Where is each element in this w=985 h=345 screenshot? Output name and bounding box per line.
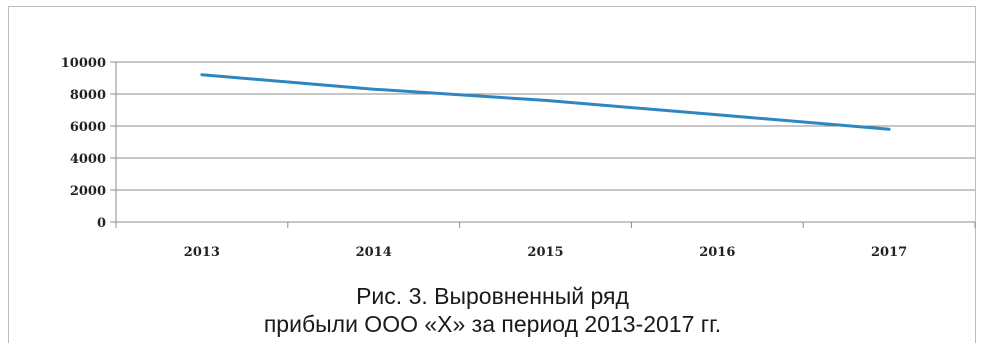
y-tick-label: 8000	[70, 88, 106, 103]
x-tick-labels: 2013 2014 2015 2016 2017	[184, 245, 907, 260]
data-point	[888, 128, 890, 130]
gridlines	[116, 61, 975, 191]
y-tick-label: 10000	[61, 56, 106, 71]
x-tick-label: 2016	[699, 245, 735, 260]
chart-caption-line1: Рис. 3. Выровненный ряд	[356, 283, 629, 309]
series-group	[200, 73, 891, 131]
axes	[110, 61, 976, 228]
x-tick-label: 2017	[871, 245, 907, 260]
x-tick-label: 2014	[356, 245, 392, 260]
series-line	[200, 73, 891, 131]
data-point	[716, 114, 718, 116]
y-tick-label: 6000	[70, 120, 106, 135]
data-point	[545, 99, 546, 101]
y-tick-label: 2000	[70, 184, 106, 199]
chart-caption-line2: прибыли ООО «Х» за период 2013-2017 гг.	[263, 311, 722, 337]
x-tick-label: 2015	[527, 245, 563, 260]
data-point	[373, 88, 375, 90]
y-tick-label: 0	[97, 216, 106, 231]
y-tick-label: 4000	[70, 152, 106, 167]
x-tick-label: 2013	[184, 245, 220, 260]
y-tick-labels: 0 2000 4000 6000 8000 10000	[61, 56, 106, 231]
data-point	[201, 74, 203, 76]
